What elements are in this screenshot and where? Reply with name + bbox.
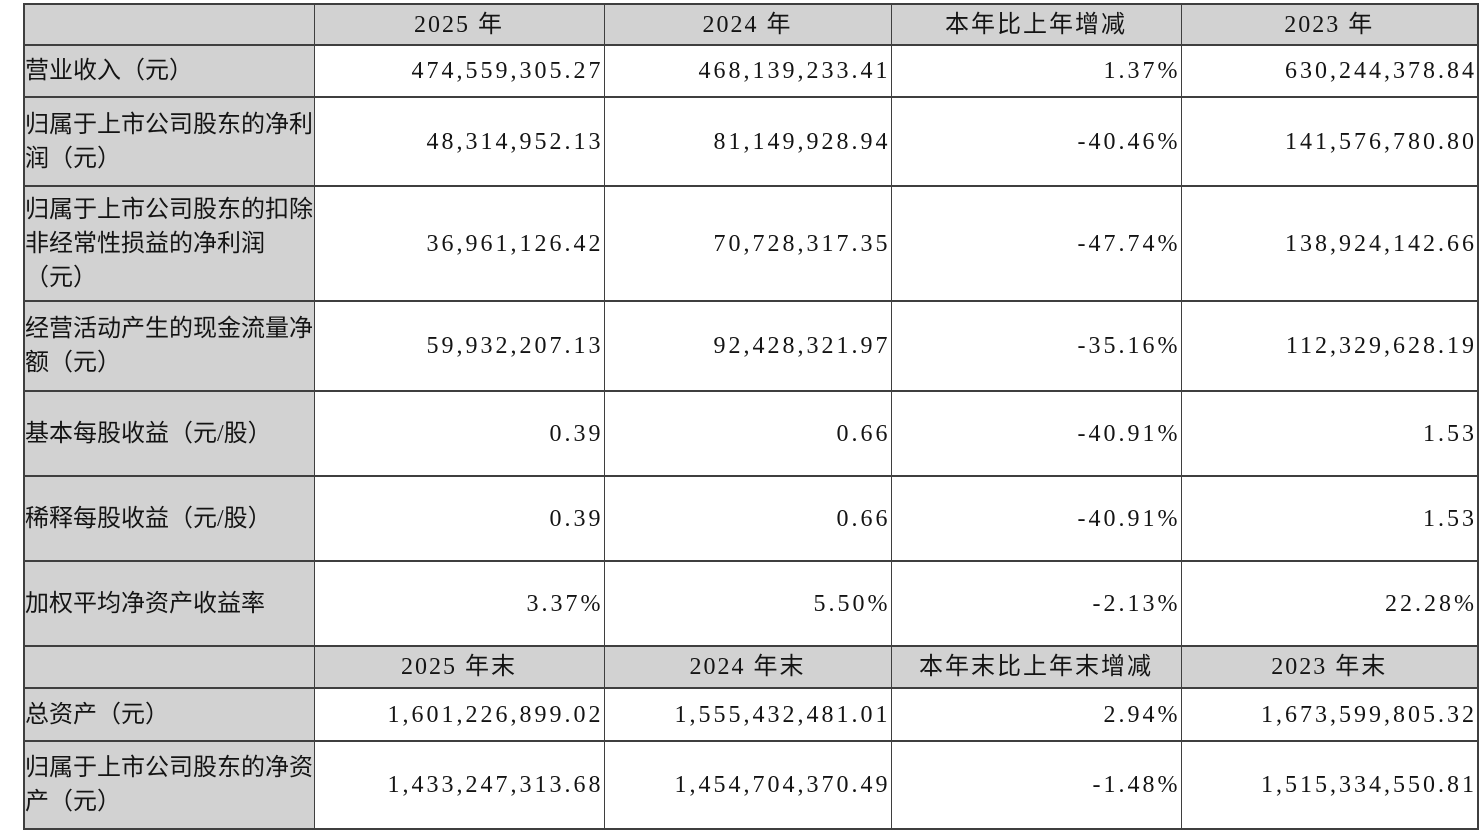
value-cell: 1,673,599,805.32 (1180, 687, 1479, 742)
table-row: 加权平均净资产收益率 3.37% 5.50% -2.13% 22.28% (23, 560, 1479, 647)
value-cell: 70,728,317.35 (603, 185, 892, 302)
value-cell: 2.94% (890, 687, 1182, 742)
value-cell: 1,601,226,899.02 (313, 687, 605, 742)
value-cell: 112,329,628.19 (1180, 300, 1479, 392)
row-label-cell: 加权平均净资产收益率 (23, 560, 315, 647)
row-label-cell: 归属于上市公司股东的扣除非经常性损益的净利润（元） (23, 185, 315, 302)
table-row: 稀释每股收益（元/股） 0.39 0.66 -40.91% 1.53 (23, 475, 1479, 562)
corner-cell (23, 3, 315, 46)
row-label-cell: 归属于上市公司股东的净资产（元） (23, 740, 315, 830)
period-header-cell: 2025 年末 (313, 645, 605, 689)
row-label-cell: 稀释每股收益（元/股） (23, 475, 315, 562)
row-label-cell: 归属于上市公司股东的净利润（元） (23, 96, 315, 187)
period-header-cell: 2023 年 (1180, 3, 1479, 46)
row-label-cell: 经营活动产生的现金流量净额（元） (23, 300, 315, 392)
table-row: 总资产（元） 1,601,226,899.02 1,555,432,481.01 2.… (23, 687, 1479, 742)
value-cell: -35.16% (890, 300, 1182, 392)
value-cell: 22.28% (1180, 560, 1479, 647)
value-cell: 138,924,142.66 (1180, 185, 1479, 302)
row-label-cell: 总资产（元） (23, 687, 315, 742)
value-cell: -40.91% (890, 475, 1182, 562)
value-cell: 1,515,334,550.81 (1180, 740, 1479, 830)
value-cell: -40.46% (890, 96, 1182, 187)
value-cell: -47.74% (890, 185, 1182, 302)
value-cell: 0.39 (313, 475, 605, 562)
period-header-row: 2025 年 2024 年本年比上年增减 2023 年 (23, 3, 1479, 46)
value-cell: 1.53 (1180, 475, 1479, 562)
value-cell: -1.48% (890, 740, 1182, 830)
table-row: 营业收入（元） 474,559,305.27 468,139,233.41 1.37%… (23, 44, 1479, 98)
row-label-cell: 基本每股收益（元/股） (23, 390, 315, 477)
table-row: 归属于上市公司股东的净资产（元） 1,433,247,313.68 1,454,70… (23, 740, 1479, 830)
value-cell: 36,961,126.42 (313, 185, 605, 302)
period-header-cell: 2024 年 (603, 3, 892, 46)
value-cell: 0.39 (313, 390, 605, 477)
value-cell: 0.66 (603, 390, 892, 477)
corner-cell (23, 645, 315, 689)
value-cell: 630,244,378.84 (1180, 44, 1479, 98)
period-header-cell: 2025 年 (313, 3, 605, 46)
value-cell: 1,454,704,370.49 (603, 740, 892, 830)
value-cell: 474,559,305.27 (313, 44, 605, 98)
value-cell: 59,932,207.13 (313, 300, 605, 392)
value-cell: 3.37% (313, 560, 605, 647)
value-cell: 1,555,432,481.01 (603, 687, 892, 742)
value-cell: -2.13% (890, 560, 1182, 647)
value-cell: 468,139,233.41 (603, 44, 892, 98)
financial-summary-table: 2025 年 2024 年本年比上年增减 2023 年营业收入（元） 474,559,… (23, 3, 1479, 830)
period-header-cell: 本年末比上年末增减 (890, 645, 1182, 689)
value-cell: 141,576,780.80 (1180, 96, 1479, 187)
value-cell: -40.91% (890, 390, 1182, 477)
value-cell: 81,149,928.94 (603, 96, 892, 187)
period-header-cell: 本年比上年增减 (890, 3, 1182, 46)
value-cell: 5.50% (603, 560, 892, 647)
period-header-row: 2025 年末 2024 年末 本年末比上年末增减 2023 年末 (23, 645, 1479, 689)
value-cell: 1.37% (890, 44, 1182, 98)
value-cell: 1,433,247,313.68 (313, 740, 605, 830)
table-row: 基本每股收益（元/股） 0.39 0.66 -40.91% 1.53 (23, 390, 1479, 477)
table-row: 归属于上市公司股东的扣除非经常性损益的净利润（元） 36,961,126.42 70… (23, 185, 1479, 302)
value-cell: 92,428,321.97 (603, 300, 892, 392)
period-header-cell: 2024 年末 (603, 645, 892, 689)
value-cell: 1.53 (1180, 390, 1479, 477)
table-row: 经营活动产生的现金流量净额（元） 59,932,207.13 92,428,321.… (23, 300, 1479, 392)
value-cell: 48,314,952.13 (313, 96, 605, 187)
row-label-cell: 营业收入（元） (23, 44, 315, 98)
value-cell: 0.66 (603, 475, 892, 562)
financial-summary-table-body: 2025 年 2024 年本年比上年增减 2023 年营业收入（元） 474,559,… (23, 3, 1479, 830)
period-header-cell: 2023 年末 (1180, 645, 1479, 689)
table-row: 归属于上市公司股东的净利润（元） 48,314,952.13 81,149,928.… (23, 96, 1479, 187)
